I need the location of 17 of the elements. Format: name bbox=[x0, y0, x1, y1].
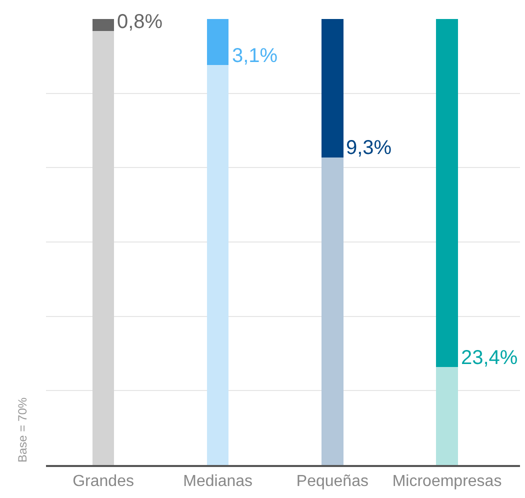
annotation: 0,8% bbox=[117, 11, 163, 33]
y-axis-title: Base = 70% bbox=[16, 397, 30, 462]
x-tick-label: Medianas bbox=[183, 472, 253, 490]
bar bbox=[92, 31, 114, 465]
bar bbox=[436, 366, 458, 465]
annotation: 3,1% bbox=[232, 45, 278, 67]
bar bbox=[206, 64, 229, 465]
bar bbox=[206, 19, 229, 65]
bar bbox=[322, 157, 344, 465]
bar bbox=[322, 19, 344, 158]
bar bbox=[92, 19, 114, 32]
x-tick-label: Microempresas bbox=[392, 472, 502, 490]
x-tick-label: Pequeñas bbox=[296, 472, 368, 490]
annotation: 9,3% bbox=[346, 137, 392, 159]
bar bbox=[436, 19, 458, 367]
annotation: 23,4% bbox=[461, 347, 518, 369]
x-tick-label: Grandes bbox=[72, 472, 134, 490]
